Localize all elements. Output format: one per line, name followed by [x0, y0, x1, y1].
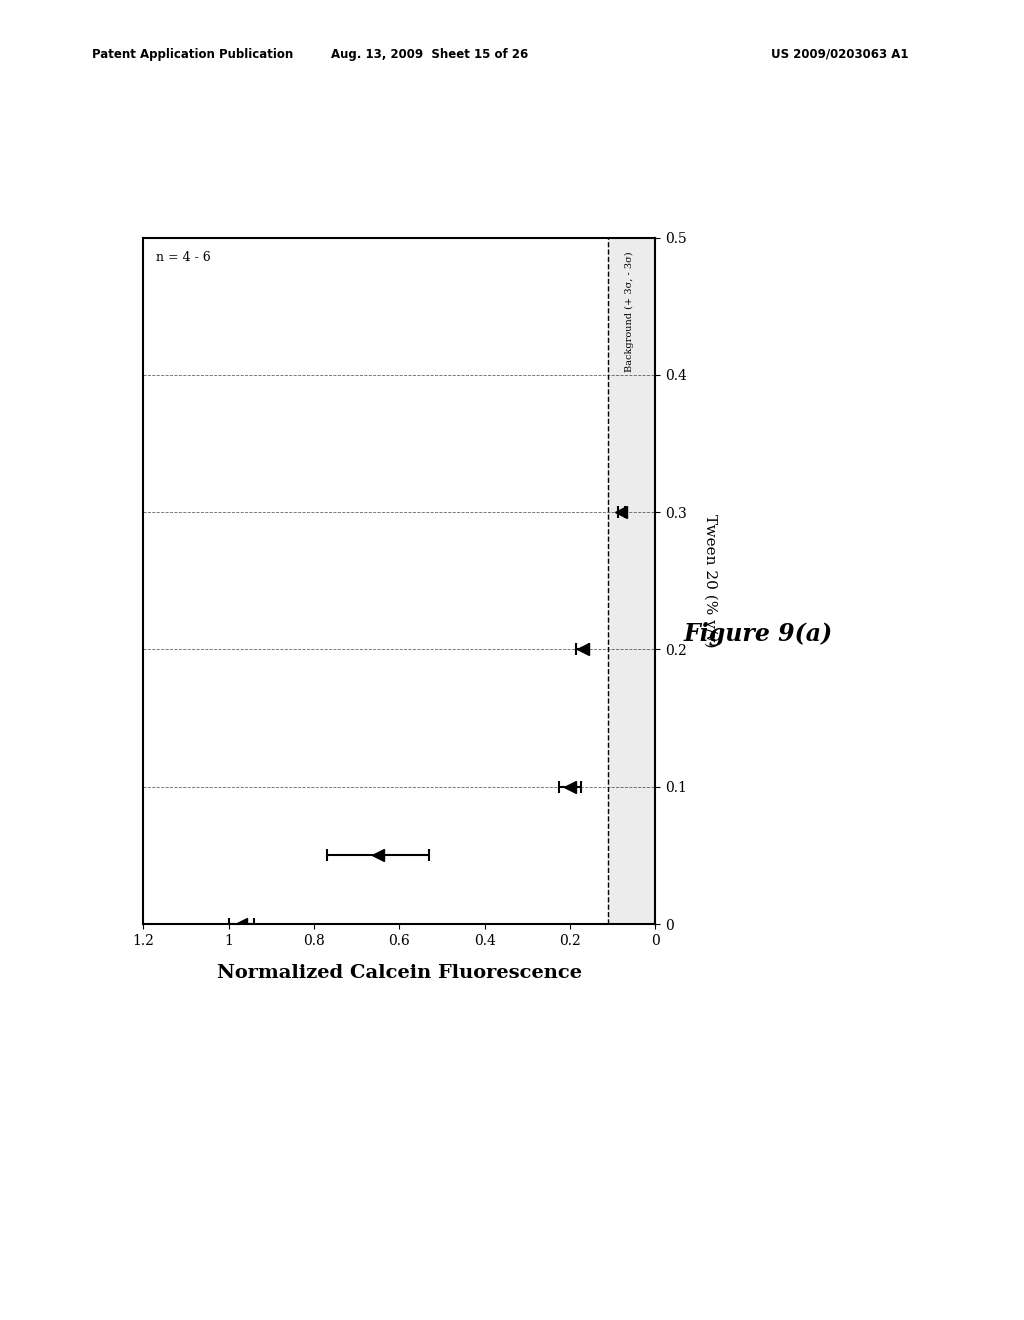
Bar: [608, 238, 655, 924]
Text: Background (+ 3σ, - 3σ): Background (+ 3σ, - 3σ): [626, 251, 634, 372]
Text: Figure 9(a): Figure 9(a): [683, 622, 833, 645]
Text: n = 4 - 6: n = 4 - 6: [157, 251, 211, 264]
Y-axis label: Tween 20 (% v/v): Tween 20 (% v/v): [703, 513, 718, 648]
Text: Aug. 13, 2009  Sheet 15 of 26: Aug. 13, 2009 Sheet 15 of 26: [332, 48, 528, 61]
Text: US 2009/0203063 A1: US 2009/0203063 A1: [771, 48, 908, 61]
Text: Patent Application Publication: Patent Application Publication: [92, 48, 294, 61]
X-axis label: Normalized Calcein Fluorescence: Normalized Calcein Fluorescence: [217, 965, 582, 982]
